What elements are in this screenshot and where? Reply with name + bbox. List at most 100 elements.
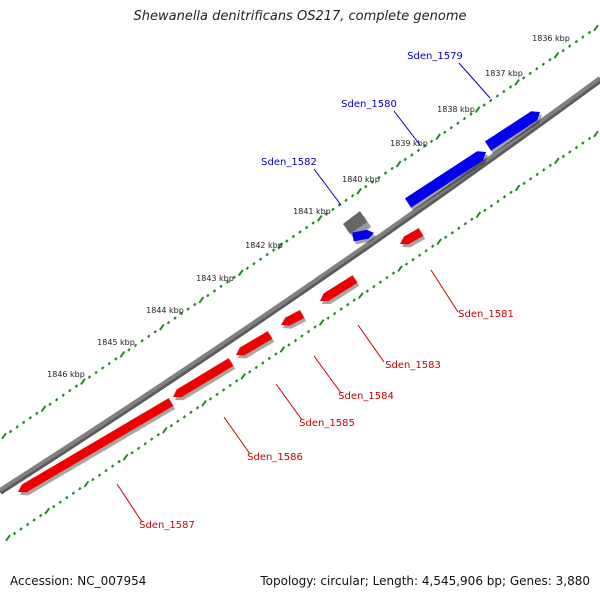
gene-sden_1583[interactable] xyxy=(320,275,360,305)
gene-label-sden_1584[interactable]: Sden_1584 xyxy=(338,391,394,402)
gene-sden_1581[interactable] xyxy=(400,228,426,248)
gene-sden_1586[interactable] xyxy=(173,358,236,401)
minor-tick xyxy=(313,325,317,329)
gene-label-sden_1580[interactable]: Sden_1580 xyxy=(341,99,397,110)
gene-label-sden_1585[interactable]: Sden_1585 xyxy=(299,418,355,429)
minor-tick xyxy=(219,284,223,289)
minor-tick xyxy=(548,163,552,168)
minor-tick xyxy=(352,298,356,302)
minor-tick xyxy=(97,473,102,477)
minor-tick xyxy=(61,393,65,397)
gene-label-sden_1581[interactable]: Sden_1581 xyxy=(458,309,514,320)
minor-tick xyxy=(52,504,56,509)
gene-sden_1587[interactable] xyxy=(18,398,176,496)
kbp-label: 1842 kbp xyxy=(245,241,283,250)
minor-tick xyxy=(143,441,147,446)
gene-sden_1579[interactable] xyxy=(484,111,542,154)
minor-tick xyxy=(326,316,330,320)
minor-tick xyxy=(182,415,187,419)
gene-label-sden_1582[interactable]: Sden_1582 xyxy=(261,157,317,168)
minor-tick xyxy=(548,57,552,62)
gene-label-sden_1586[interactable]: Sden_1586 xyxy=(247,452,303,463)
minor-tick xyxy=(38,513,43,518)
minor-tick xyxy=(403,157,407,162)
gene-sden_1580[interactable] xyxy=(404,151,488,211)
major-tick xyxy=(83,480,90,488)
minor-tick xyxy=(22,420,26,425)
minor-tick xyxy=(456,121,460,125)
minor-tick xyxy=(15,425,19,429)
minor-tick xyxy=(127,348,131,352)
minor-tick xyxy=(430,244,435,248)
minor-tick xyxy=(206,293,210,298)
minor-tick xyxy=(521,76,526,80)
major-tick xyxy=(357,292,364,299)
minor-tick xyxy=(274,352,278,356)
minor-tick xyxy=(58,500,62,504)
minor-tick xyxy=(502,195,507,199)
minor-tick xyxy=(208,397,213,401)
major-tick xyxy=(44,507,51,515)
minor-tick xyxy=(25,522,30,527)
major-tick xyxy=(397,265,403,273)
minor-tick xyxy=(130,450,134,455)
minor-tick xyxy=(252,261,256,266)
gene-leader-line xyxy=(458,62,491,99)
minor-tick xyxy=(404,262,409,266)
gene-sden_1582[interactable] xyxy=(352,229,376,245)
minor-tick xyxy=(232,275,236,280)
minor-tick xyxy=(482,103,486,107)
minor-tick xyxy=(133,343,138,348)
minor-tick xyxy=(114,357,118,361)
gene-label-sden_1579[interactable]: Sden_1579 xyxy=(407,51,463,62)
minor-tick xyxy=(339,307,343,311)
minor-tick xyxy=(293,338,298,343)
gene-leader-line xyxy=(430,269,459,313)
minor-tick xyxy=(377,175,381,180)
inner-scale-ticks xyxy=(5,130,599,542)
minor-tick xyxy=(581,35,585,39)
minor-tick xyxy=(495,94,500,98)
major-tick xyxy=(553,51,560,59)
minor-tick xyxy=(54,397,59,402)
kbp-labels: 1836 kbp 1837 kbp 1838 kbp 1839 kbp 1840 kbp… xyxy=(47,34,570,379)
gene-leader-line xyxy=(223,416,251,455)
minor-tick xyxy=(48,402,52,407)
minor-tick xyxy=(28,416,33,420)
minor-tick xyxy=(287,343,291,347)
major-tick xyxy=(514,184,521,192)
gene-label-sden_1587[interactable]: Sden_1587 xyxy=(139,520,195,531)
minor-tick xyxy=(508,85,513,89)
minor-tick xyxy=(110,464,115,468)
minor-tick xyxy=(107,361,111,366)
gene-sden_1584[interactable] xyxy=(281,310,307,329)
major-tick xyxy=(159,323,165,331)
minor-tick xyxy=(423,144,427,148)
minor-tick xyxy=(304,225,309,230)
minor-tick xyxy=(176,419,180,424)
major-tick xyxy=(1,432,7,440)
minor-tick xyxy=(153,329,157,334)
minor-tick xyxy=(35,411,39,416)
major-tick xyxy=(514,79,520,86)
gene-sden_1585[interactable] xyxy=(236,331,275,359)
major-tick xyxy=(593,130,599,138)
major-tick xyxy=(356,187,363,195)
gene-label-sden_1583[interactable]: Sden_1583 xyxy=(385,360,441,371)
minor-tick xyxy=(522,181,526,186)
outer-scale-ticks xyxy=(1,24,599,440)
minor-tick xyxy=(587,136,592,141)
major-tick xyxy=(593,24,599,32)
minor-tick xyxy=(331,207,335,212)
minor-tick xyxy=(385,275,389,280)
minor-tick xyxy=(291,234,296,239)
minor-tick xyxy=(509,190,513,195)
minor-tick xyxy=(117,459,121,464)
minor-tick xyxy=(370,180,375,184)
minor-tick xyxy=(254,365,258,370)
accession-text: Accession: NC_007954 xyxy=(10,574,147,588)
major-tick xyxy=(475,211,482,219)
minor-tick xyxy=(581,141,585,145)
minor-tick xyxy=(416,148,421,153)
